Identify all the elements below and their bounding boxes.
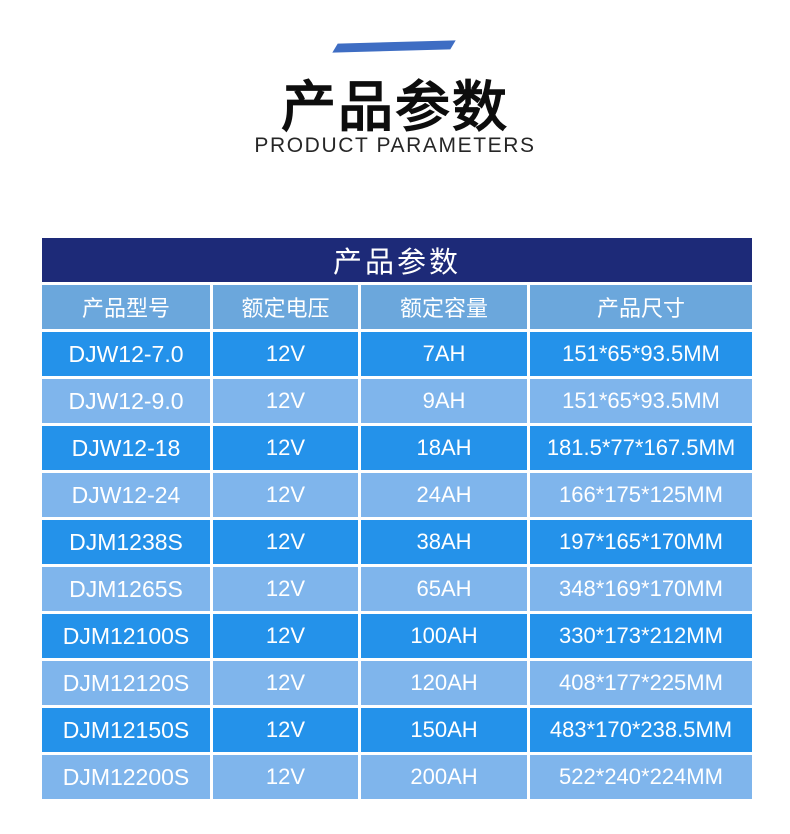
cell-dimensions: 408*177*225MM [530,661,752,705]
cell-voltage: 12V [213,473,358,517]
cell-dimensions: 348*169*170MM [530,567,752,611]
cell-voltage: 12V [213,520,358,564]
cell-dimensions: 166*175*125MM [530,473,752,517]
cell-model: DJW12-7.0 [42,332,210,376]
accent-line-decoration [332,40,456,53]
cell-dimensions: 330*173*212MM [530,614,752,658]
cell-voltage: 12V [213,755,358,799]
cell-voltage: 12V [213,332,358,376]
table-title: 产品参数 [42,238,752,282]
cell-dimensions: 197*165*170MM [530,520,752,564]
column-header-model: 产品型号 [42,285,210,329]
cell-capacity: 24AH [361,473,527,517]
cell-model: DJM1265S [42,567,210,611]
cell-dimensions: 483*170*238.5MM [530,708,752,752]
cell-capacity: 18AH [361,426,527,470]
cell-voltage: 12V [213,661,358,705]
cell-model: DJM12150S [42,708,210,752]
cell-capacity: 100AH [361,614,527,658]
cell-model: DJM12120S [42,661,210,705]
cell-model: DJM12100S [42,614,210,658]
cell-voltage: 12V [213,426,358,470]
cell-dimensions: 522*240*224MM [530,755,752,799]
cell-capacity: 7AH [361,332,527,376]
cell-capacity: 200AH [361,755,527,799]
cell-model: DJM12200S [42,755,210,799]
table-grid: 产品型号 额定电压 额定容量 产品尺寸 DJW12-7.0 12V 7AH 151*65*93… [42,285,752,799]
cell-model: DJM1238S [42,520,210,564]
cell-dimensions: 181.5*77*167.5MM [530,426,752,470]
cell-capacity: 65AH [361,567,527,611]
cell-capacity: 38AH [361,520,527,564]
cell-model: DJW12-24 [42,473,210,517]
cell-voltage: 12V [213,567,358,611]
page-title: 产品参数 [280,76,509,138]
cell-dimensions: 151*65*93.5MM [530,332,752,376]
product-parameters-table: 产品参数 产品型号 额定电压 额定容量 产品尺寸 DJW12-7.0 12V 7AH 151*… [42,238,752,799]
column-header-voltage: 额定电压 [213,285,358,329]
cell-dimensions: 151*65*93.5MM [530,379,752,423]
cell-voltage: 12V [213,614,358,658]
page-subtitle: PRODUCT PARAMETERS [254,134,536,157]
cell-capacity: 120AH [361,661,527,705]
column-header-capacity: 额定容量 [361,285,527,329]
cell-model: DJW12-18 [42,426,210,470]
cell-capacity: 150AH [361,708,527,752]
column-header-dimensions: 产品尺寸 [530,285,752,329]
cell-model: DJW12-9.0 [42,379,210,423]
cell-voltage: 12V [213,379,358,423]
cell-capacity: 9AH [361,379,527,423]
cell-voltage: 12V [213,708,358,752]
